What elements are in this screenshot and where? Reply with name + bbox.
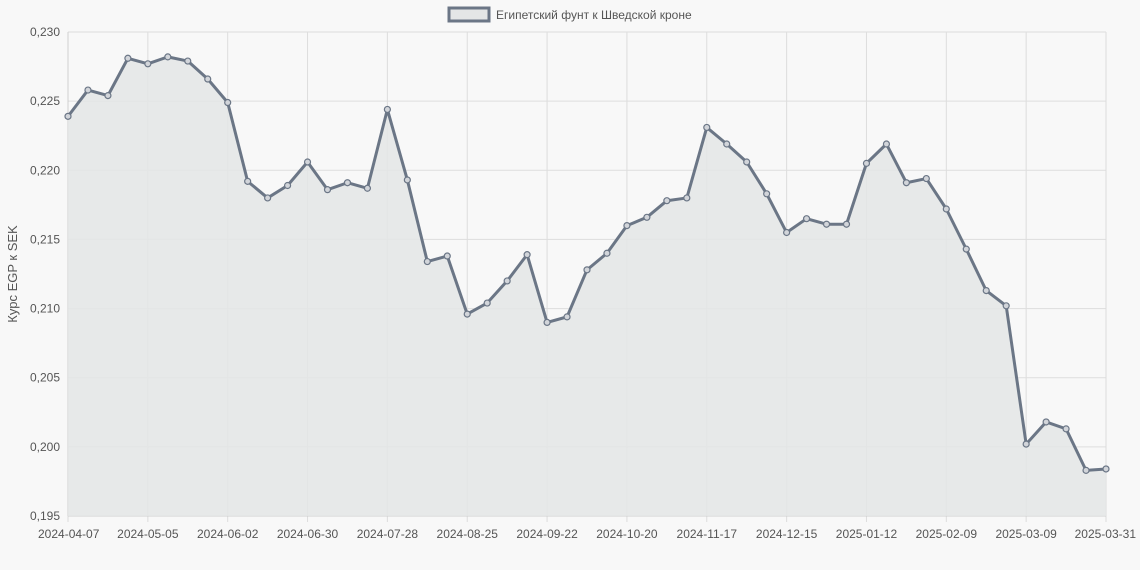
- data-point[interactable]: [802, 215, 811, 223]
- data-point[interactable]: [323, 186, 332, 194]
- y-tick-label: 0,220: [30, 163, 60, 177]
- data-point[interactable]: [922, 174, 930, 183]
- data-point[interactable]: [583, 266, 591, 274]
- data-point[interactable]: [483, 299, 491, 307]
- data-point[interactable]: [104, 92, 112, 100]
- x-tick-label: 2025-03-09: [995, 527, 1057, 541]
- data-point[interactable]: [1042, 418, 1050, 426]
- data-point[interactable]: [443, 252, 451, 260]
- legend-swatch[interactable]: [447, 6, 491, 23]
- series-points: [64, 53, 1110, 474]
- legend-label[interactable]: Египетский фунт к Шведской кроне: [496, 8, 692, 22]
- data-point[interactable]: [383, 105, 391, 114]
- x-tick-label: 2024-05-05: [117, 527, 179, 541]
- x-tick-label: 2025-01-12: [836, 527, 898, 541]
- data-point[interactable]: [224, 98, 232, 107]
- x-tick-label: 2024-06-30: [277, 527, 339, 541]
- data-point[interactable]: [763, 190, 771, 198]
- y-tick-label: 0,205: [30, 371, 60, 385]
- data-point[interactable]: [1062, 425, 1070, 433]
- x-tick-label: 2024-08-25: [437, 527, 499, 541]
- data-point[interactable]: [264, 194, 272, 202]
- data-point[interactable]: [124, 54, 132, 62]
- data-point[interactable]: [244, 177, 252, 185]
- data-point[interactable]: [184, 57, 192, 65]
- y-tick-label: 0,225: [30, 94, 60, 108]
- data-point[interactable]: [423, 257, 431, 266]
- x-axis-tick-labels: 2024-04-07 2024-05-05 2024-06-02 2024-06-30…: [38, 527, 1136, 541]
- data-point[interactable]: [623, 222, 631, 230]
- data-point[interactable]: [1022, 440, 1030, 448]
- data-point[interactable]: [822, 220, 831, 228]
- data-point[interactable]: [663, 197, 671, 205]
- data-point[interactable]: [882, 140, 891, 148]
- x-tick-label: 2024-07-28: [357, 527, 419, 541]
- data-point[interactable]: [164, 53, 172, 61]
- x-tick-label: 2024-06-02: [197, 527, 259, 541]
- data-point[interactable]: [1082, 466, 1090, 474]
- x-tick-label: 2024-12-15: [756, 527, 818, 541]
- data-point[interactable]: [962, 245, 970, 253]
- x-tick-label: 2024-11-17: [677, 527, 738, 541]
- x-tick-label: 2024-04-07: [38, 527, 100, 541]
- data-point[interactable]: [403, 176, 411, 184]
- data-point[interactable]: [842, 220, 851, 228]
- data-point[interactable]: [723, 140, 731, 148]
- data-point[interactable]: [283, 181, 292, 190]
- data-point[interactable]: [343, 179, 352, 187]
- data-point[interactable]: [543, 318, 551, 326]
- data-point[interactable]: [1002, 302, 1010, 310]
- data-point[interactable]: [603, 249, 611, 257]
- x-tick-label: 2025-03-31: [1075, 527, 1137, 541]
- y-axis-title: Курс EGP к SEK: [5, 225, 20, 323]
- data-point[interactable]: [503, 277, 511, 285]
- y-tick-label: 0,195: [30, 509, 60, 523]
- data-point[interactable]: [303, 158, 312, 166]
- data-point[interactable]: [703, 123, 711, 132]
- data-point[interactable]: [84, 86, 92, 94]
- series-area-fill: [68, 56, 1106, 516]
- data-point[interactable]: [982, 286, 990, 295]
- x-tick-label: 2025-02-09: [916, 527, 978, 541]
- legend[interactable]: Египетский фунт к Шведской кроне: [447, 6, 692, 23]
- x-tick-label: 2024-09-22: [516, 527, 578, 541]
- y-axis-tick-labels: 0,195 0,200 0,205 0,210 0,215 0,220 0,225 0,230: [30, 25, 60, 523]
- data-point[interactable]: [64, 112, 72, 120]
- data-point[interactable]: [463, 310, 471, 318]
- y-tick-label: 0,200: [30, 440, 60, 454]
- y-tick-label: 0,215: [30, 232, 60, 246]
- data-point[interactable]: [743, 158, 751, 166]
- data-point[interactable]: [643, 213, 651, 221]
- data-point[interactable]: [902, 179, 910, 187]
- data-point[interactable]: [783, 228, 791, 237]
- y-tick-label: 0,210: [30, 302, 60, 316]
- data-point[interactable]: [862, 159, 871, 167]
- data-point[interactable]: [942, 205, 950, 213]
- data-point[interactable]: [144, 60, 152, 68]
- data-point[interactable]: [204, 75, 212, 83]
- data-point[interactable]: [683, 194, 691, 202]
- data-point[interactable]: [1102, 465, 1110, 473]
- data-point[interactable]: [523, 251, 531, 259]
- data-point[interactable]: [563, 313, 571, 321]
- data-point[interactable]: [363, 184, 372, 192]
- x-tick-label: 2024-10-20: [596, 527, 658, 541]
- y-tick-label: 0,230: [30, 25, 60, 39]
